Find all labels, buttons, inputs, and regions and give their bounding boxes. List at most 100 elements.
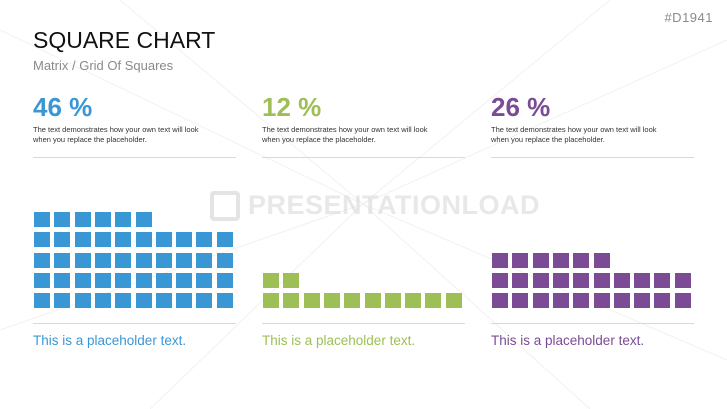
grid-square xyxy=(613,272,630,288)
grid-square xyxy=(196,232,213,248)
grid-square xyxy=(74,272,91,288)
description-line: The text demonstrates how your own text … xyxy=(262,125,428,134)
grid-square xyxy=(512,272,529,288)
grid-square xyxy=(573,293,590,309)
grid-square xyxy=(674,293,691,309)
grid-square xyxy=(593,252,610,268)
grid-square xyxy=(155,272,172,288)
grid-square xyxy=(384,293,401,309)
grid-square xyxy=(54,272,71,288)
grid-square xyxy=(613,293,630,309)
description-line: The text demonstrates how your own text … xyxy=(33,125,199,134)
grid-square xyxy=(634,293,651,309)
grid-square xyxy=(135,272,152,288)
grid-square xyxy=(303,293,320,309)
grid-square xyxy=(216,252,233,268)
page-title: SQUARE CHART xyxy=(33,27,216,53)
grid-square xyxy=(135,212,152,227)
grid-square xyxy=(94,212,111,227)
grid-square xyxy=(593,272,610,288)
grid-square xyxy=(135,293,152,309)
stat-column-2: 12 % The text demonstrates how your own … xyxy=(262,92,466,145)
slide-code: #D1941 xyxy=(664,10,713,25)
grid-square xyxy=(532,272,549,288)
grid-square xyxy=(74,293,91,309)
grid-square xyxy=(34,252,50,268)
caption: This is a placeholder text. xyxy=(262,333,416,348)
percent-value: 26 % xyxy=(491,92,551,122)
grid-square xyxy=(552,272,569,288)
grid-square xyxy=(115,252,132,268)
grid-square xyxy=(54,232,71,248)
grid-square xyxy=(364,293,381,309)
percent-value: 46 % xyxy=(33,92,93,122)
grid-square xyxy=(176,272,193,288)
divider-top xyxy=(33,157,236,158)
grid-square xyxy=(552,293,569,309)
grid-square xyxy=(492,252,508,268)
grid-square xyxy=(94,232,111,248)
grid-square xyxy=(54,293,71,309)
grid-square xyxy=(176,232,193,248)
percent-value: 12 % xyxy=(262,92,322,122)
description-line: when you replace the placeholder. xyxy=(262,135,376,144)
grid-square xyxy=(155,232,172,248)
grid-square xyxy=(654,293,671,309)
grid-square xyxy=(115,232,132,248)
grid-square xyxy=(196,272,213,288)
watermark-logo-icon xyxy=(210,190,240,221)
divider-bottom xyxy=(33,323,236,324)
stat-column-1: 46 % The text demonstrates how your own … xyxy=(33,92,237,145)
divider-bottom xyxy=(262,323,465,324)
grid-square xyxy=(323,293,340,309)
grid-square xyxy=(216,232,233,248)
grid-square xyxy=(405,293,422,309)
description-line: when you replace the placeholder. xyxy=(491,135,605,144)
grid-square xyxy=(634,272,651,288)
grid-square xyxy=(115,293,132,309)
grid-square xyxy=(263,272,279,288)
grid-square xyxy=(34,232,50,248)
divider-top xyxy=(491,157,694,158)
grid-square xyxy=(344,293,361,309)
description: The text demonstrates how your own text … xyxy=(262,125,462,145)
grid-square xyxy=(593,293,610,309)
grid-square xyxy=(263,293,279,309)
grid-square xyxy=(115,212,132,227)
grid-square xyxy=(573,252,590,268)
grid-square xyxy=(74,232,91,248)
caption: This is a placeholder text. xyxy=(491,333,645,348)
watermark: PRESENTATIONLOAD xyxy=(210,190,540,221)
divider-top xyxy=(262,157,465,158)
description-line: when you replace the placeholder. xyxy=(33,135,147,144)
caption: This is a placeholder text. xyxy=(33,333,187,348)
divider-bottom xyxy=(491,323,694,324)
grid-square xyxy=(176,252,193,268)
grid-square xyxy=(674,272,691,288)
grid-square xyxy=(552,252,569,268)
grid-square xyxy=(492,272,508,288)
grid-square xyxy=(654,272,671,288)
grid-square xyxy=(34,212,50,227)
watermark-text: PRESENTATIONLOAD xyxy=(248,190,541,220)
grid-square xyxy=(94,252,111,268)
grid-square xyxy=(196,252,213,268)
description-line: The text demonstrates how your own text … xyxy=(491,125,657,134)
description: The text demonstrates how your own text … xyxy=(33,125,233,145)
page-subtitle: Matrix / Grid Of Squares xyxy=(33,58,174,73)
grid-square xyxy=(94,272,111,288)
grid-square xyxy=(512,293,529,309)
grid-square xyxy=(283,272,300,288)
grid-square xyxy=(196,293,213,309)
grid-square xyxy=(512,252,529,268)
grid-square xyxy=(54,212,71,227)
grid-square xyxy=(74,212,91,227)
grid-square xyxy=(532,252,549,268)
grid-square xyxy=(94,293,111,309)
grid-square xyxy=(283,293,300,309)
grid-square xyxy=(54,252,71,268)
grid-square xyxy=(34,272,50,288)
grid-square xyxy=(216,272,233,288)
grid-square xyxy=(34,293,50,309)
